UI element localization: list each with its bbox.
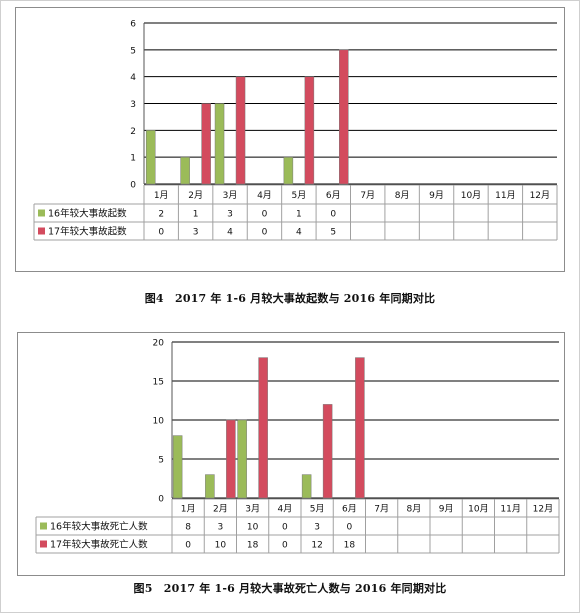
y-tick-label: 3 bbox=[130, 100, 136, 110]
y-tick-label: 20 bbox=[153, 339, 165, 349]
data-label: 10 bbox=[215, 541, 227, 551]
legend-swatch bbox=[38, 227, 45, 235]
y-tick-label: 0 bbox=[130, 181, 136, 191]
chart-4-svg: 0 1 2 3 4 5 6 1月 2月 3月 4月 5月 6月 7月 8月 9月 10月 11月 12月 16年较大事… bbox=[33, 20, 558, 241]
category-label: 10月 bbox=[461, 190, 481, 201]
data-label: 5 bbox=[330, 228, 336, 238]
data-label: 12 bbox=[311, 541, 322, 551]
bar-17-3 bbox=[258, 357, 268, 499]
category-label: 11月 bbox=[495, 190, 515, 201]
legend-label: 17年较大事故死亡人数 bbox=[50, 539, 148, 551]
data-label: 18 bbox=[247, 541, 259, 551]
legend-label: 16年较大事故起数 bbox=[48, 208, 127, 220]
bar-17-2 bbox=[201, 103, 211, 185]
bar-16-3 bbox=[214, 103, 225, 185]
bar-17-5 bbox=[322, 404, 333, 499]
data-label: 10 bbox=[247, 523, 259, 533]
bar-17-6 bbox=[339, 49, 349, 185]
chart-4-container: 0 1 2 3 4 5 6 1月 2月 3月 4月 5月 6月 7月 8月 9月 10月 11月 12月 16年较大事… bbox=[15, 7, 565, 272]
data-label: 18 bbox=[344, 541, 356, 551]
chart-5-container: 0 5 10 15 20 1月 2月 3月 4月 5月 6月 7月 8月 9月 10月 11月 12月 16年较大… bbox=[17, 332, 565, 576]
category-label: 9月 bbox=[429, 190, 444, 201]
y-tick-label: 1 bbox=[130, 154, 136, 164]
category-label: 3月 bbox=[245, 504, 260, 515]
data-label: 0 bbox=[185, 541, 191, 551]
data-label: 0 bbox=[330, 210, 336, 220]
y-tick-label: 6 bbox=[130, 20, 136, 30]
category-label: 9月 bbox=[439, 504, 454, 515]
bar-16-1 bbox=[145, 130, 156, 185]
bar-17-5 bbox=[304, 76, 315, 185]
data-label: 0 bbox=[262, 210, 268, 220]
y-tick-label: 10 bbox=[153, 417, 165, 427]
category-label: 5月 bbox=[310, 504, 325, 515]
y-tick-label: 0 bbox=[158, 495, 164, 505]
y-tick-label: 4 bbox=[130, 73, 136, 83]
category-label: 12月 bbox=[533, 504, 553, 515]
data-label: 0 bbox=[262, 228, 268, 238]
data-label: 3 bbox=[218, 523, 224, 533]
category-label: 8月 bbox=[395, 190, 410, 201]
bar-16-5 bbox=[283, 156, 294, 185]
category-label: 11月 bbox=[500, 504, 520, 515]
category-label: 1月 bbox=[154, 190, 169, 201]
data-label: 4 bbox=[227, 228, 233, 238]
category-label: 8月 bbox=[407, 504, 422, 515]
legend-swatch bbox=[38, 209, 45, 217]
data-label: 3 bbox=[193, 228, 199, 238]
bar-17-6 bbox=[355, 357, 365, 499]
bar-16-5 bbox=[301, 474, 312, 499]
y-tick-label: 2 bbox=[130, 127, 136, 137]
data-label: 0 bbox=[158, 228, 164, 238]
data-label: 4 bbox=[296, 228, 302, 238]
bar-17-2 bbox=[226, 419, 236, 499]
legend-swatch bbox=[40, 540, 47, 548]
category-label: 12月 bbox=[530, 190, 550, 201]
category-label: 1月 bbox=[181, 504, 196, 515]
y-tick-label: 5 bbox=[158, 456, 164, 466]
bar-16-2 bbox=[180, 156, 190, 185]
bar-16-3 bbox=[237, 419, 247, 499]
data-label: 1 bbox=[296, 210, 302, 220]
category-label: 7月 bbox=[374, 504, 389, 515]
category-label: 6月 bbox=[326, 190, 341, 201]
chart-5-caption: 图5 2017 年 1-6 月较大事故死亡人数与 2016 年同期对比 bbox=[133, 582, 447, 595]
category-label: 6月 bbox=[342, 504, 357, 515]
bar-17-3 bbox=[235, 76, 246, 185]
legend-label: 16年较大事故死亡人数 bbox=[50, 521, 148, 533]
category-label: 2月 bbox=[188, 190, 203, 201]
bar-16-2 bbox=[205, 474, 215, 499]
legend-swatch bbox=[40, 522, 47, 530]
data-label: 1 bbox=[193, 210, 199, 220]
category-label: 10月 bbox=[468, 504, 488, 515]
data-label: 3 bbox=[314, 523, 320, 533]
category-label: 4月 bbox=[278, 504, 293, 515]
chart-4-caption: 图4 2017 年 1-6 月较大事故起数与 2016 年同期对比 bbox=[144, 292, 436, 305]
data-label: 8 bbox=[185, 523, 191, 533]
data-label: 2 bbox=[158, 210, 164, 220]
data-label: 0 bbox=[347, 523, 353, 533]
y-tick-label: 5 bbox=[130, 46, 136, 56]
y-tick-label: 15 bbox=[153, 378, 164, 388]
data-label: 3 bbox=[227, 210, 233, 220]
legend-label: 17年较大事故起数 bbox=[48, 226, 127, 238]
data-label: 0 bbox=[282, 523, 288, 533]
category-label: 3月 bbox=[223, 190, 238, 201]
category-label: 2月 bbox=[213, 504, 228, 515]
category-label: 7月 bbox=[360, 190, 375, 201]
bar-16-1 bbox=[172, 435, 183, 499]
category-label: 5月 bbox=[292, 190, 307, 201]
chart-5-svg: 0 5 10 15 20 1月 2月 3月 4月 5月 6月 7月 8月 9月 10月 11月 12月 16年较大… bbox=[35, 339, 560, 554]
data-label: 0 bbox=[282, 541, 288, 551]
category-label: 4月 bbox=[257, 190, 272, 201]
